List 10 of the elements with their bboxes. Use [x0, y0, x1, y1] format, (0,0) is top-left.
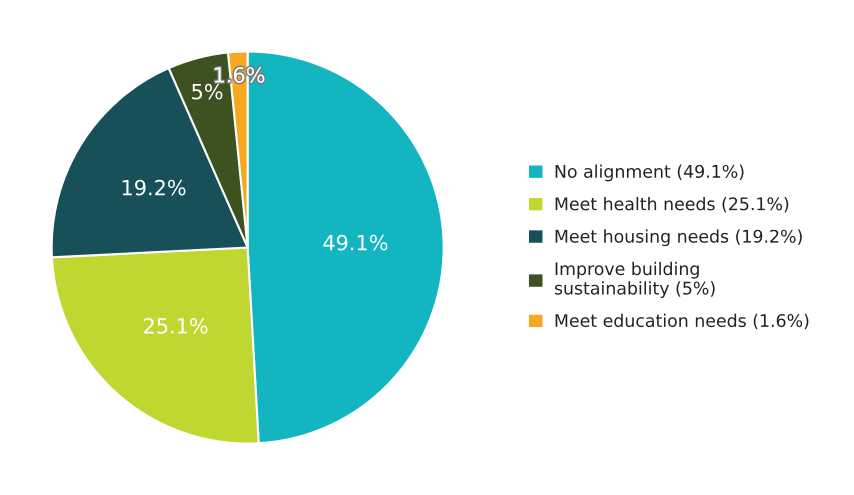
legend-label: Meet health needs (25.1%) — [556, 196, 788, 212]
data-label: 19.2% — [122, 180, 186, 196]
data-label: 1.6% — [214, 67, 264, 83]
legend-label: Meet education needs (1.6%) — [556, 314, 808, 330]
legend-label: No alignment (49.1%) — [556, 164, 744, 182]
data-label: 25.1% — [144, 318, 208, 334]
legend-label: Improve building sustainability (5%) — [554, 262, 715, 298]
data-label: 5% — [192, 84, 222, 100]
data-label: 49.1% — [323, 234, 388, 250]
legend-label: Meet housing needs (19.2%) — [556, 229, 802, 246]
